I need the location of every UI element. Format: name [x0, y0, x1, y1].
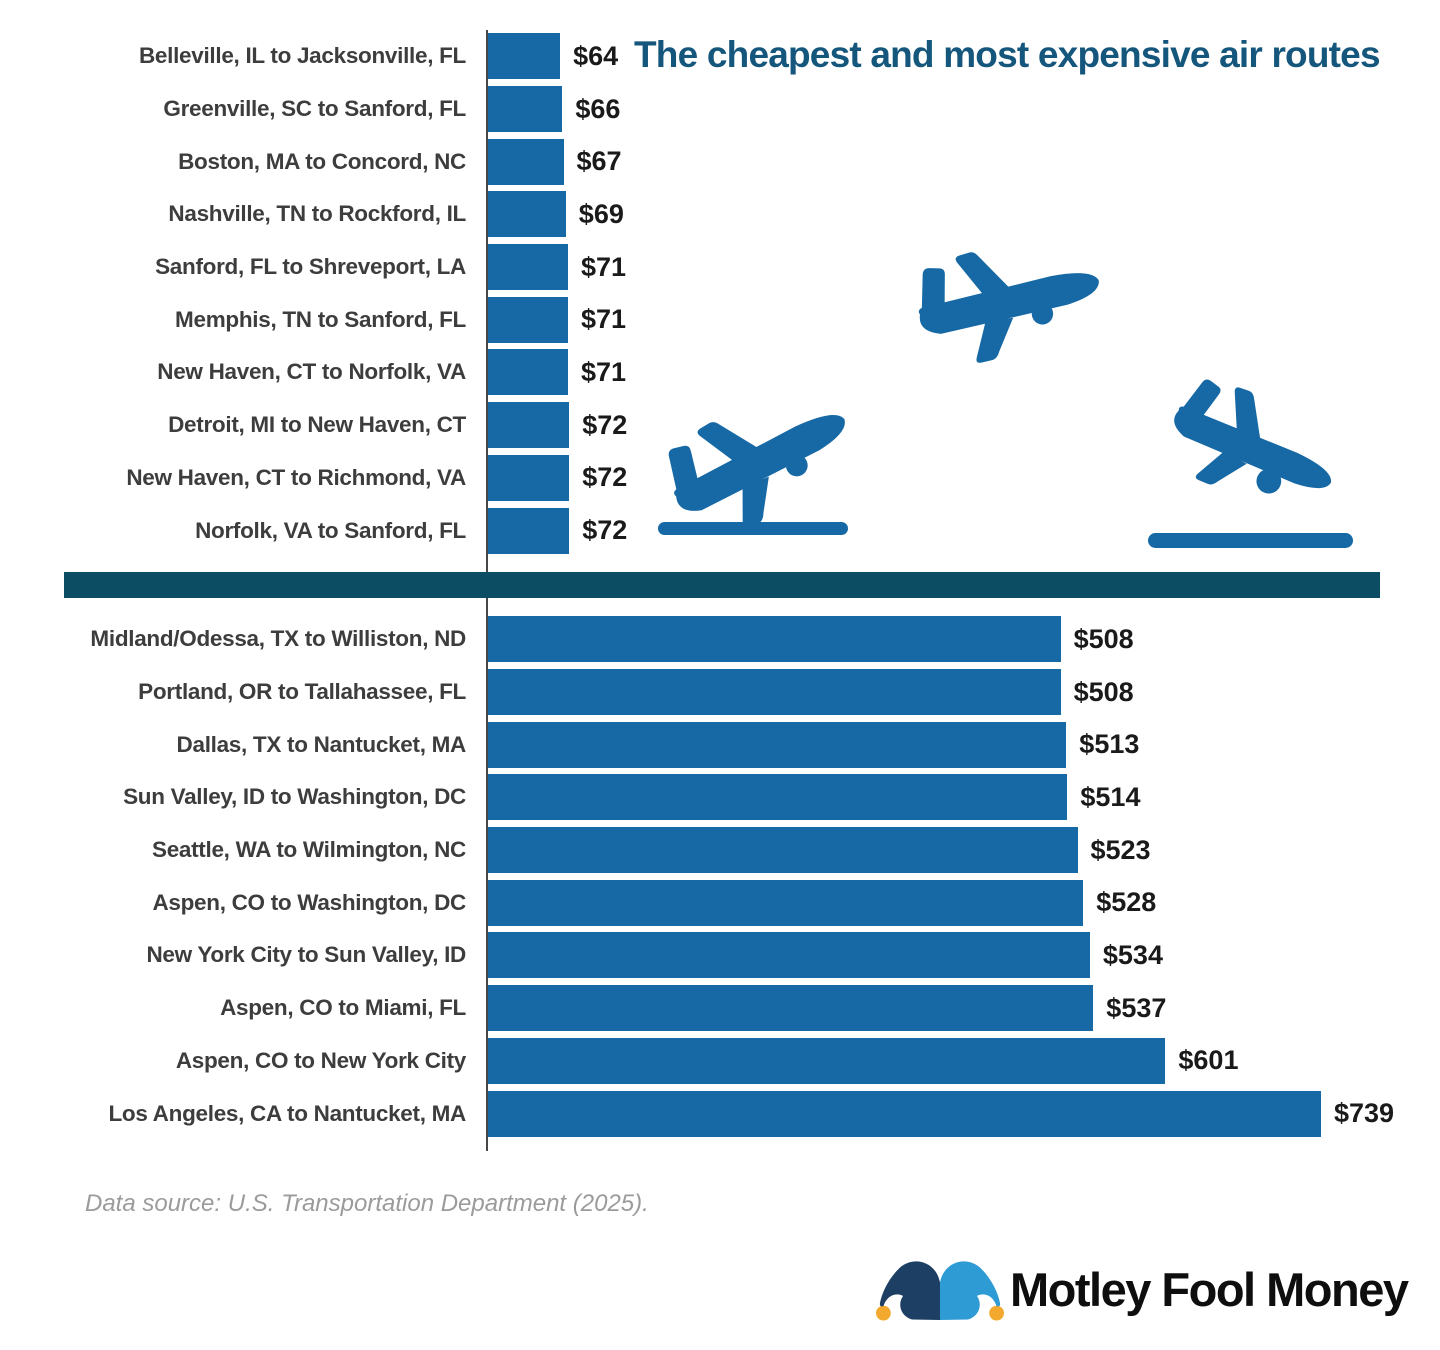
chart-row: Dallas, TX to Nantucket, MA $513: [0, 718, 1440, 771]
route-label: Midland/Odessa, TX to Williston, ND: [90, 626, 466, 652]
route-label: New Haven, CT to Norfolk, VA: [157, 359, 466, 385]
route-label: New York City to Sun Valley, ID: [146, 942, 466, 968]
route-label: New Haven, CT to Richmond, VA: [126, 464, 466, 490]
price-bar: [488, 296, 568, 343]
route-label: Dallas, TX to Nantucket, MA: [176, 731, 467, 757]
chart-row: Aspen, CO to New York City $601: [0, 1035, 1440, 1088]
price-value-label: $69: [578, 198, 624, 229]
price-bar: [488, 33, 561, 80]
price-bar: [488, 827, 1078, 874]
price-bar: [488, 616, 1061, 663]
route-label: Los Angeles, CA to Nantucket, MA: [108, 1100, 466, 1126]
route-label: Belleville, IL to Jacksonville, FL: [138, 43, 466, 69]
brand-wordmark: Motley Fool Money: [1010, 1262, 1409, 1316]
chart-row: New Haven, CT to Norfolk, VA $71: [0, 346, 1440, 399]
price-bar: [488, 985, 1094, 1032]
price-bar: [488, 138, 564, 185]
price-bar: [488, 1090, 1321, 1137]
chart-row: Nashville, TN to Rockford, IL $69: [0, 188, 1440, 241]
chart-row: Los Angeles, CA to Nantucket, MA $739: [0, 1087, 1440, 1140]
runway-line: [1148, 533, 1353, 548]
price-bar: [488, 879, 1084, 926]
route-label: Sun Valley, ID to Washington, DC: [123, 784, 466, 810]
chart-row: Memphis, TN to Sanford, FL $71: [0, 293, 1440, 346]
route-label: Nashville, TN to Rockford, IL: [168, 201, 466, 227]
chart-row: Midland/Odessa, TX to Williston, ND $508: [0, 613, 1440, 666]
cheapest-routes-bars: Belleville, IL to Jacksonville, FL $64 Gre…: [0, 30, 1440, 557]
price-bar: [488, 402, 570, 449]
chart-row: Portland, OR to Tallahassee, FL $508: [0, 666, 1440, 719]
price-bar: [488, 1037, 1166, 1084]
price-value-label: $66: [575, 93, 621, 124]
source-note: Data source: U.S. Transportation Departm…: [85, 1190, 649, 1217]
chart-row: Belleville, IL to Jacksonville, FL $64: [0, 30, 1440, 83]
price-bar: [488, 721, 1067, 768]
price-value-label: $513: [1079, 729, 1140, 760]
chart-row: Detroit, MI to New Haven, CT $72: [0, 399, 1440, 452]
price-bar: [488, 454, 570, 501]
price-value-label: $601: [1178, 1045, 1239, 1076]
plane-cruise-icon: [918, 252, 1099, 363]
chart-row: Sun Valley, ID to Washington, DC $514: [0, 771, 1440, 824]
route-label: Boston, MA to Concord, NC: [178, 148, 466, 174]
route-label: Greenville, SC to Sanford, FL: [163, 96, 466, 122]
chart-row: New York City to Sun Valley, ID $534: [0, 929, 1440, 982]
price-value-label: $71: [581, 356, 627, 387]
chart-row: Sanford, FL to Shreveport, LA $71: [0, 241, 1440, 294]
chart-title: The cheapest and most expensive air rout…: [634, 34, 1381, 75]
price-value-label: $67: [576, 146, 622, 177]
plane-landing-icon: [1174, 379, 1332, 494]
chart-row: Norfolk, VA to Sanford, FL $72: [0, 504, 1440, 557]
price-bar: [488, 774, 1068, 821]
expensive-routes-bars: Midland/Odessa, TX to Williston, ND $508 P…: [0, 613, 1440, 1140]
price-value-label: $71: [581, 304, 627, 335]
route-label: Norfolk, VA to Sanford, FL: [195, 517, 466, 543]
price-value-label: $71: [581, 251, 627, 282]
price-value-label: $72: [582, 409, 628, 440]
route-label: Detroit, MI to New Haven, CT: [168, 412, 466, 438]
price-value-label: $739: [1334, 1098, 1395, 1129]
runway-line: [658, 522, 848, 535]
price-bar: [488, 86, 563, 133]
chart-row: Aspen, CO to Miami, FL $537: [0, 982, 1440, 1035]
route-label: Aspen, CO to Washington, DC: [152, 889, 466, 915]
chart-row: New Haven, CT to Richmond, VA $72: [0, 452, 1440, 505]
chart-row: Aspen, CO to Washington, DC $528: [0, 876, 1440, 929]
price-bar: [488, 507, 570, 554]
route-label: Aspen, CO to Miami, FL: [220, 995, 466, 1021]
route-label: Sanford, FL to Shreveport, LA: [155, 254, 466, 280]
price-bar: [488, 349, 568, 396]
route-label: Aspen, CO to New York City: [175, 1047, 466, 1073]
price-value-label: $64: [573, 40, 619, 71]
plane-takeoff-icon: [668, 415, 845, 530]
price-value-label: $534: [1102, 939, 1163, 970]
price-bar: [488, 191, 566, 238]
price-value-label: $508: [1073, 623, 1134, 654]
chart-row: Seattle, WA to Wilmington, NC $523: [0, 824, 1440, 877]
price-value-label: $528: [1096, 887, 1157, 918]
price-value-label: $523: [1090, 834, 1151, 865]
price-bar: [488, 244, 568, 291]
brand-logo: Motley Fool Money: [876, 1246, 1409, 1332]
price-value-label: $72: [582, 462, 628, 493]
section-divider: [64, 572, 1380, 598]
route-label: Memphis, TN to Sanford, FL: [175, 306, 466, 332]
price-value-label: $508: [1073, 676, 1134, 707]
route-label: Seattle, WA to Wilmington, NC: [151, 837, 466, 863]
route-label: Portland, OR to Tallahassee, FL: [138, 679, 466, 705]
motley-fool-jester-hat-icon: [876, 1261, 1004, 1321]
price-value-label: $537: [1106, 992, 1167, 1023]
price-value-label: $514: [1080, 781, 1141, 812]
price-bar: [488, 669, 1061, 716]
chart-row: Boston, MA to Concord, NC $67: [0, 135, 1440, 188]
price-bar: [488, 932, 1090, 979]
price-value-label: $72: [582, 515, 628, 546]
chart-row: Greenville, SC to Sanford, FL $66: [0, 83, 1440, 136]
